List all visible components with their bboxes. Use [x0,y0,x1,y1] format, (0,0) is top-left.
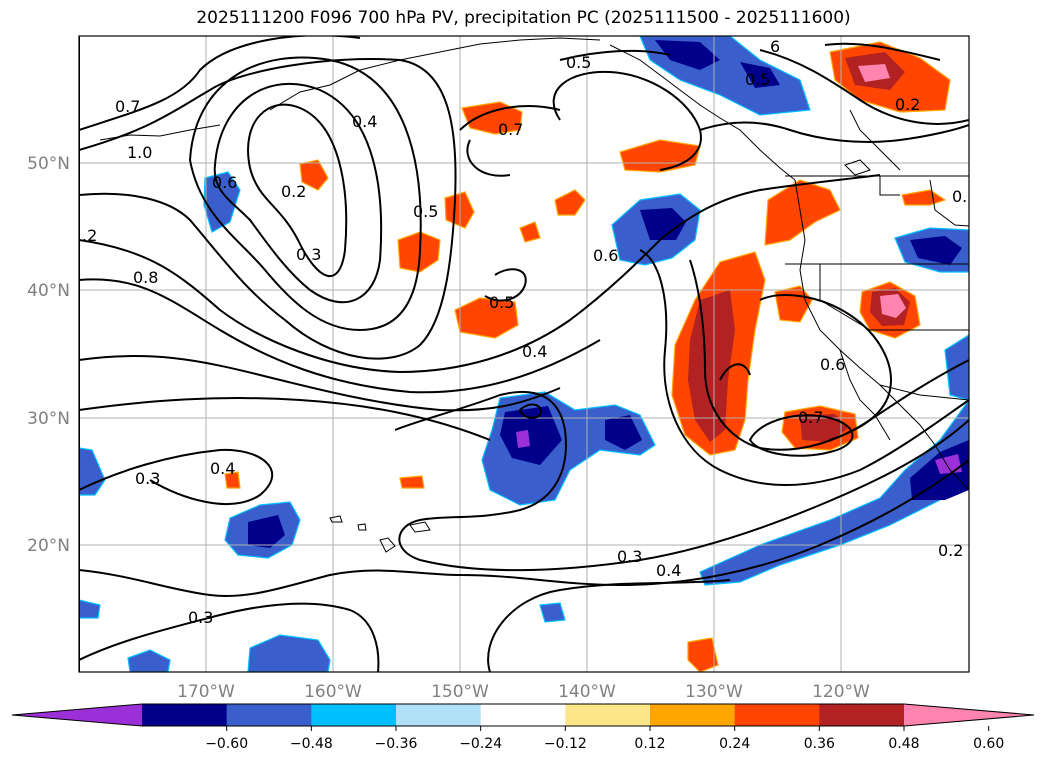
colorbar-tick-label: −0.12 [544,736,587,752]
colorbar-tick-label: −0.24 [459,736,502,752]
contour-label: 0.5 [566,53,591,72]
precip-patch-negative [203,171,241,233]
precip-patch-negative [516,430,530,448]
colorbar-segment [142,704,228,726]
precip-patch-positive [519,221,541,243]
precip-patch-negative [247,634,331,672]
contour-label: 0.4 [210,459,235,478]
precip-patch-negative [79,599,101,619]
colorbar-outline [11,703,1035,727]
precip-patch-positive [399,475,425,489]
precip-patch-positive [224,471,241,489]
colorbar-segment [480,704,566,726]
colorbar-segment [565,704,651,726]
colorbar-tick-label: 0.24 [719,736,750,752]
precip-patch-negative [640,208,686,240]
map-plot-area: 0.7 1.0 .2 0.8 0.6 0.2 0.3 0.4 0.5 0.3 0… [79,36,977,672]
precip-patch-positive [554,189,586,216]
contour-label: 0.2 [895,95,920,114]
contour-label: .2 [82,226,97,245]
precip-patch-positive [880,294,906,318]
contour-label: 0.2 [281,182,306,201]
lat-tick-label: 40°N [27,281,70,301]
precip-patch-negative [935,454,962,474]
precip-patch-positive [901,189,947,206]
precip-patch-negative [740,62,780,88]
precip-patch-negative [910,236,962,265]
contour-label: 0.6 [212,173,237,192]
contour-label: 0.4 [656,561,681,580]
precip-patch-negative [655,40,720,70]
contour-label: 6 [770,37,780,56]
contour-label: 0.3 [617,547,642,566]
precip-patch-positive [688,290,735,442]
colorbar-extend-low [12,704,142,726]
precip-anomaly-shading [79,36,969,672]
colorbar-tick-label: 0.12 [634,736,665,752]
lon-tick-labels: 170°W 160°W 150°W 140°W 130°W 120°W [177,682,870,702]
contour-label: 0.2 [938,541,963,560]
lon-tick-label: 130°W [685,682,743,702]
colorbar-segment [819,704,905,726]
colorbar-segment [650,704,736,726]
precip-patch-negative [539,602,566,623]
contour-label: 0.7 [798,408,823,427]
precip-patch-positive [619,139,701,173]
lon-tick-label: 120°W [812,682,870,702]
colorbar-segment [734,704,820,726]
contour-label: 0.5 [745,70,770,89]
contour-label: 0.3 [135,469,160,488]
lat-tick-labels: 50°N 40°N 30°N 20°N [27,154,70,556]
contour-label: 0.2 [952,187,977,206]
lat-tick-label: 20°N [27,536,70,556]
lon-tick-label: 150°W [431,682,489,702]
colorbar-segment [311,704,397,726]
lon-tick-label: 170°W [177,682,235,702]
colorbar-tick-label: 0.36 [804,736,835,752]
colorbar-tick-label: −0.36 [375,736,418,752]
contour-label: 1.0 [127,143,152,162]
contour-label: 0.6 [820,355,845,374]
map-frame [78,35,970,673]
contour-label: 0.4 [352,112,377,131]
coastlines [99,37,969,553]
precip-patch-positive [299,159,329,191]
contour-label: 0.5 [413,202,438,221]
contour-label: 0.7 [115,97,140,116]
colorbar-tick-label: 0.60 [973,736,1004,752]
precip-patch-negative [127,649,171,672]
contour-label: 0.3 [296,245,321,264]
colorbar-tick-label: 0.48 [888,736,919,752]
precip-patch-negative [605,415,642,450]
precip-patch-negative [500,406,562,465]
contour-labels: 0.7 1.0 .2 0.8 0.6 0.2 0.3 0.4 0.5 0.3 0… [82,37,977,627]
colorbar-extend-high [904,704,1034,726]
precip-patch-negative [79,447,106,496]
lat-tick-label: 30°N [27,409,70,429]
precip-patch-negative [944,334,969,401]
contour-label: 0.3 [188,608,213,627]
precip-patch-negative [248,515,285,548]
map-title: 2025111200 F096 700 hPa PV, precipitatio… [196,8,851,28]
colorbar: −0.60 −0.48 −0.36 −0.24 −0.12 0.12 0.24 0.36 0.4… [11,703,1035,752]
contour-label: 0.4 [522,342,547,361]
colorbar-tick-label: −0.60 [205,736,248,752]
contour-label: 0.8 [133,268,158,287]
precip-patch-positive [858,64,890,82]
colorbar-segment [396,704,482,726]
contour-label: 0.5 [489,293,514,312]
contour-label: 0.7 [498,120,523,139]
colorbar-segment [226,704,312,726]
lat-tick-label: 50°N [27,154,70,174]
lon-tick-label: 140°W [558,682,616,702]
colorbar-tick-label: −0.48 [290,736,333,752]
pv-contours [79,36,969,672]
precip-patch-positive [800,414,848,442]
precip-patch-positive [687,637,719,672]
precip-patch-positive [461,101,523,135]
contour-label: 0.6 [593,246,618,265]
precip-patch-positive [764,179,841,246]
lon-tick-label: 160°W [304,682,362,702]
